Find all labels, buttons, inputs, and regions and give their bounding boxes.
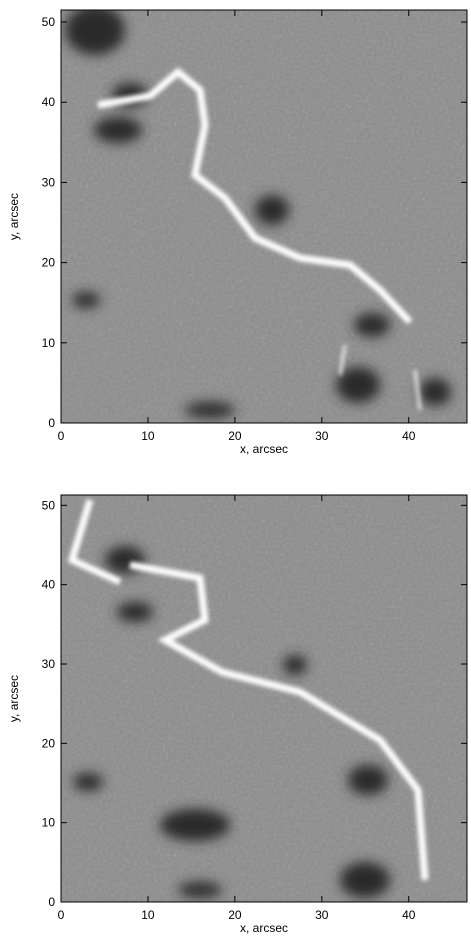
solar-image bbox=[61, 495, 467, 902]
y-tick-label: 50 bbox=[42, 15, 56, 29]
y-tick-label: 10 bbox=[42, 816, 56, 830]
y-tick-label: 40 bbox=[42, 578, 56, 592]
x-tick-label: 10 bbox=[141, 429, 155, 443]
y-tick-label: 30 bbox=[42, 175, 56, 189]
x-tick-label: 20 bbox=[228, 908, 242, 922]
y-tick-label: 10 bbox=[42, 336, 56, 350]
y-axis-label: y, arcsec bbox=[7, 675, 21, 722]
y-tick-label: 0 bbox=[48, 416, 55, 430]
plot-frame bbox=[60, 9, 468, 424]
y-tick-label: 0 bbox=[48, 895, 55, 909]
y-tick-label: 20 bbox=[42, 256, 56, 270]
x-axis-label: x, arcsec bbox=[240, 921, 288, 935]
x-tick-label: 30 bbox=[315, 908, 329, 922]
x-tick-label: 40 bbox=[402, 429, 416, 443]
y-tick-label: 40 bbox=[42, 95, 56, 109]
plot-frame bbox=[60, 494, 468, 903]
x-tick-label: 30 bbox=[315, 429, 329, 443]
x-tick-label: 0 bbox=[58, 429, 65, 443]
y-tick-label: 50 bbox=[42, 498, 56, 512]
x-tick-label: 40 bbox=[402, 908, 416, 922]
y-axis-label: y, arcsec bbox=[7, 193, 21, 240]
y-tick-label: 30 bbox=[42, 657, 56, 671]
x-tick-label: 10 bbox=[141, 908, 155, 922]
solar-image bbox=[61, 10, 467, 423]
x-tick-label: 20 bbox=[228, 429, 242, 443]
x-tick-label: 0 bbox=[58, 908, 65, 922]
y-tick-label: 20 bbox=[42, 736, 56, 750]
x-axis-label: x, arcsec bbox=[240, 442, 288, 456]
